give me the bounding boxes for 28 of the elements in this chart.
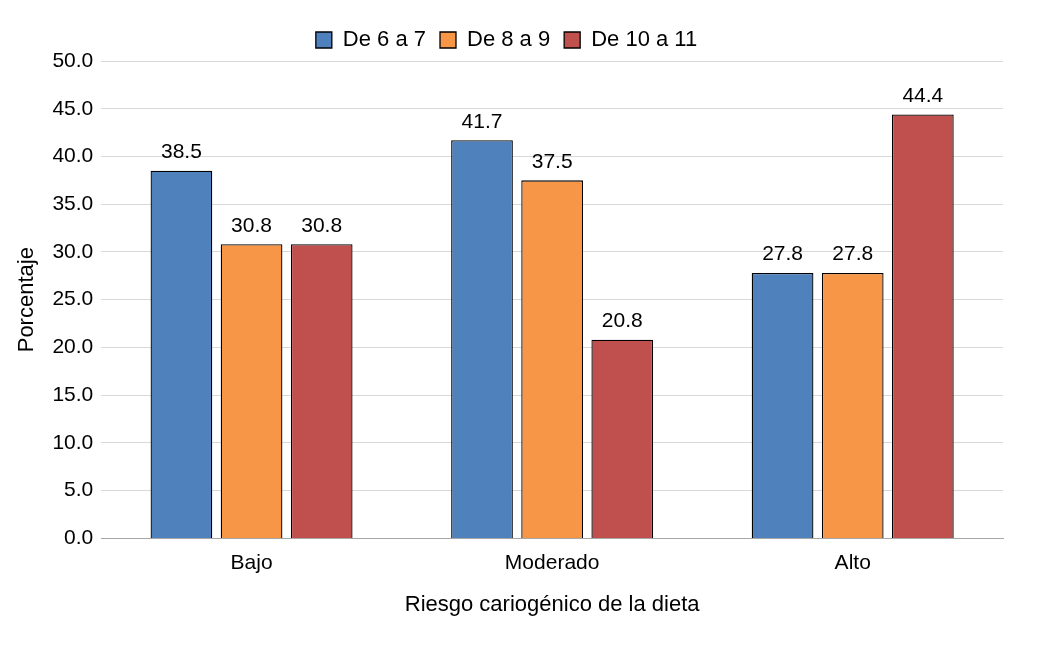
y-tick-label: 25.0 — [52, 286, 94, 310]
x-tick-label: Bajo — [230, 549, 273, 573]
legend-label: De 8 a 9 — [467, 26, 551, 52]
y-axis-title: Porcentaje — [13, 247, 39, 353]
data-label: 27.8 — [762, 241, 804, 265]
data-label: 44.4 — [902, 82, 944, 106]
data-label: 27.8 — [832, 241, 874, 265]
data-label: 38.5 — [160, 139, 202, 163]
y-tick-label: 30.0 — [52, 238, 94, 262]
data-label: 20.8 — [601, 308, 643, 332]
legend-label: De 10 a 11 — [591, 26, 698, 52]
legend-label: De 6 a 7 — [342, 26, 426, 52]
y-tick-label: 20.0 — [52, 334, 94, 358]
y-tick-label: 35.0 — [52, 191, 94, 215]
y-tick-label: 50.0 — [52, 47, 94, 71]
y-tick-label: 15.0 — [52, 381, 94, 405]
data-label: 37.5 — [531, 148, 573, 172]
x-tick-label: Alto — [834, 549, 871, 573]
y-tick-label: 40.0 — [52, 143, 94, 167]
y-tick-label: 10.0 — [52, 429, 94, 453]
data-label: 30.8 — [231, 212, 272, 236]
y-tick-label: 45.0 — [52, 95, 94, 119]
data-label: 30.8 — [301, 212, 343, 236]
data-label: 41.7 — [461, 108, 503, 132]
y-tick-label: 5.0 — [64, 477, 94, 501]
x-axis-title: Riesgo cariogénico de la dieta — [404, 590, 701, 616]
x-tick-label: Moderado — [504, 549, 600, 573]
y-tick-label: 0.0 — [64, 525, 94, 549]
